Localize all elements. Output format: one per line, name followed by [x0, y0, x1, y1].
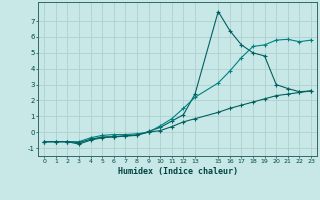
- X-axis label: Humidex (Indice chaleur): Humidex (Indice chaleur): [118, 167, 238, 176]
